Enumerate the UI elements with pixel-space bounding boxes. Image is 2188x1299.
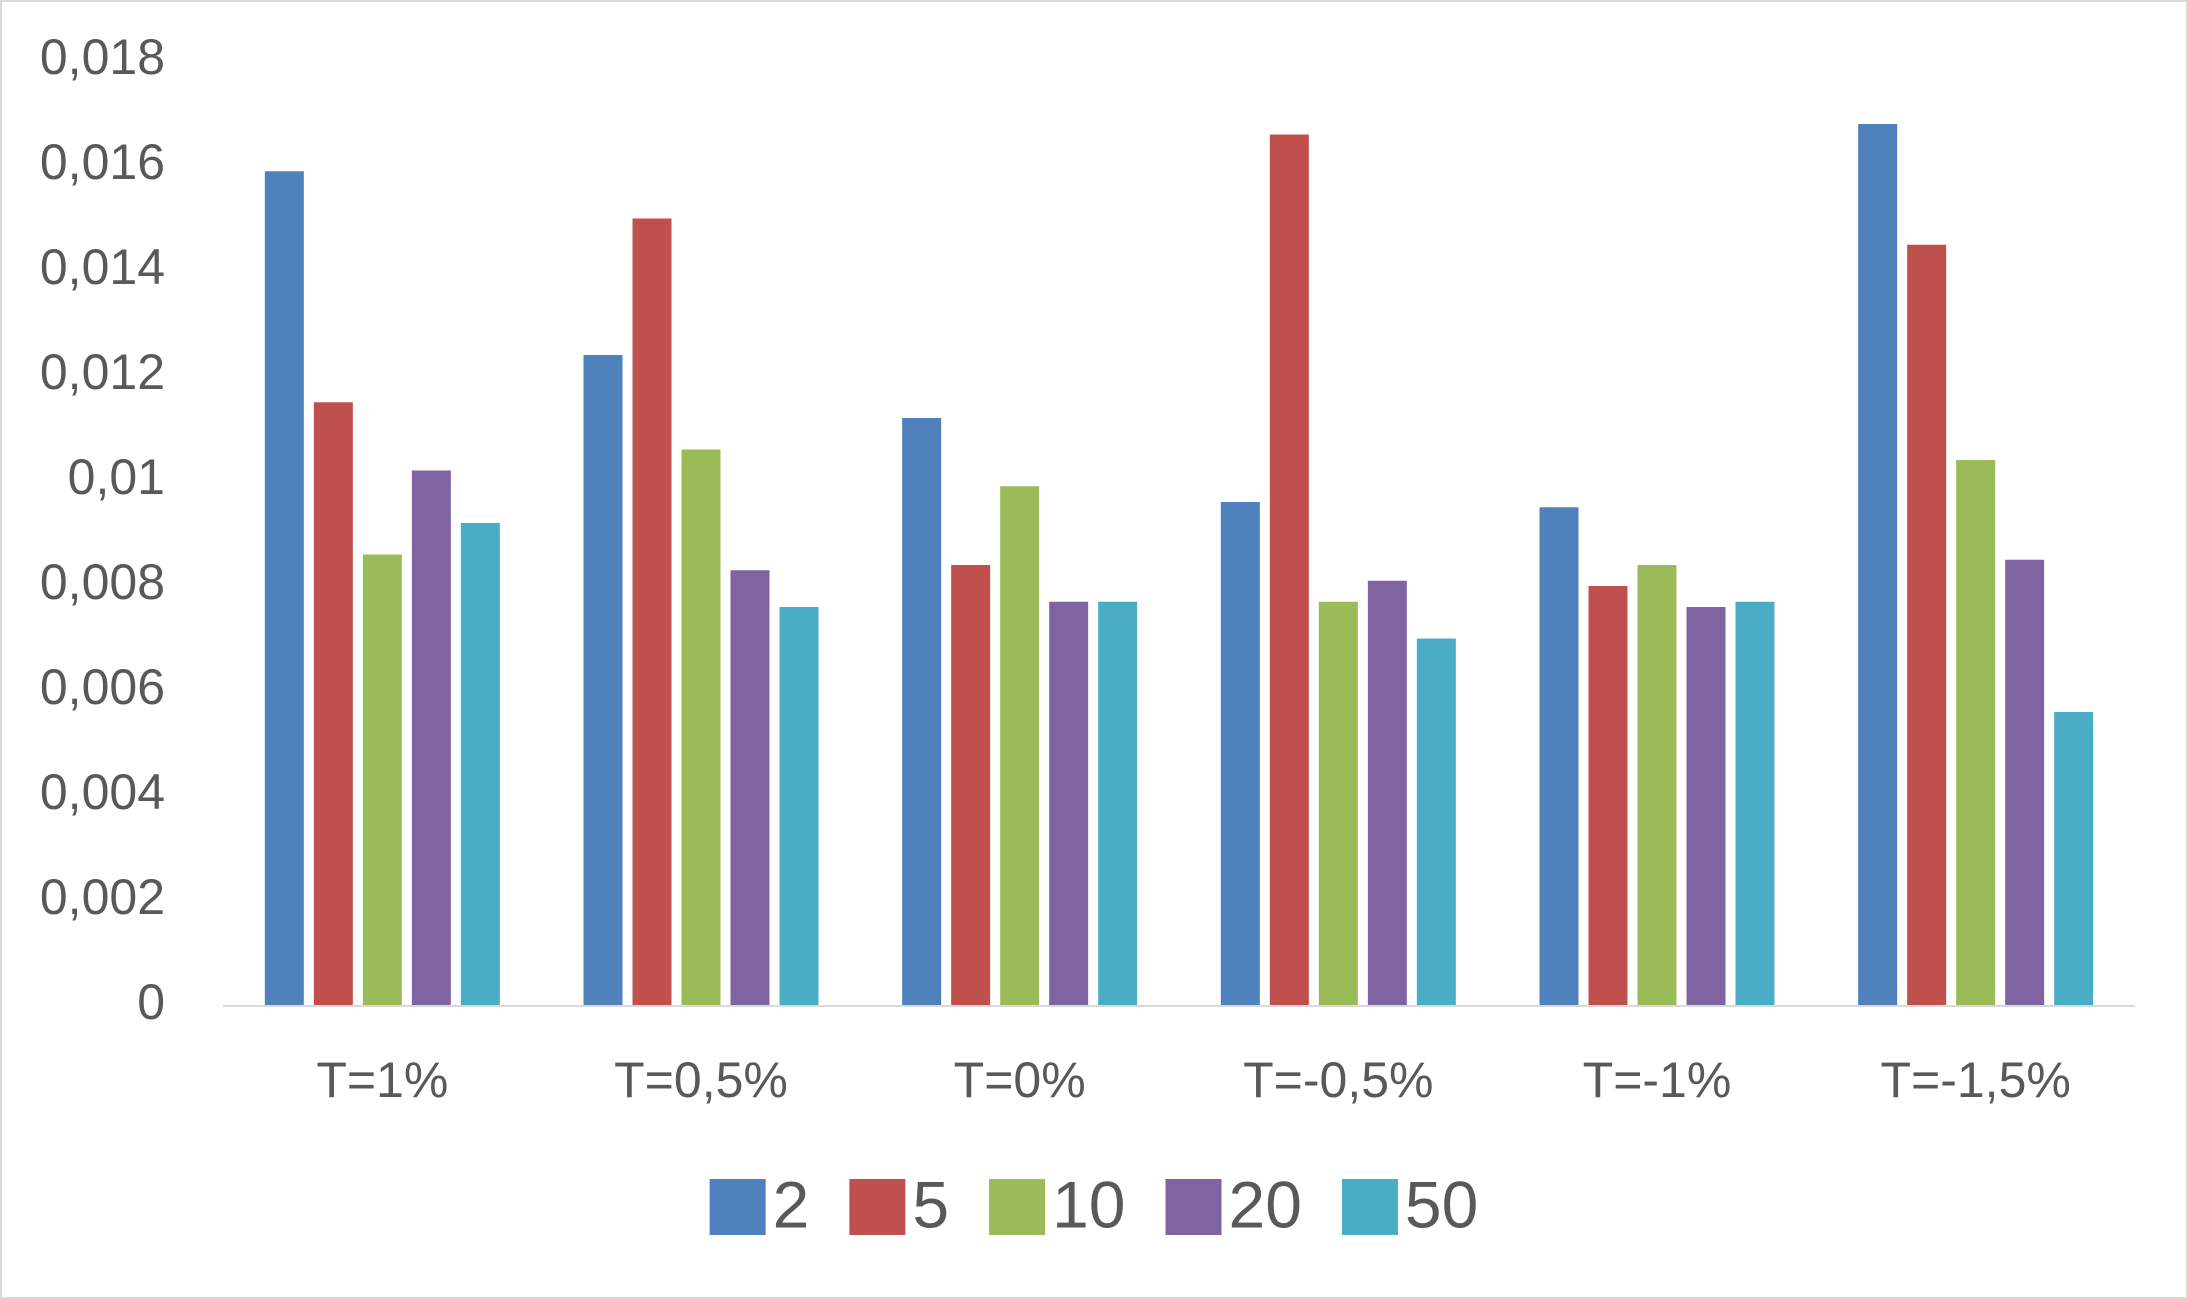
bar (1956, 460, 1996, 1006)
bar (1367, 580, 1407, 1006)
bar (1637, 565, 1677, 1006)
bar (1049, 601, 1089, 1006)
x-tick-label: T=-0,5% (1243, 1052, 1433, 1108)
x-tick-label: T=0% (954, 1052, 1086, 1108)
y-tick-label: 0,014 (40, 239, 165, 295)
bar (1098, 601, 1138, 1006)
y-tick-label: 0,01 (68, 449, 165, 505)
bar (2005, 559, 2045, 1006)
x-tick-label: T=-1,5% (1880, 1052, 2070, 1108)
bar (1686, 607, 1726, 1006)
legend-label: 20 (1229, 1167, 1302, 1241)
y-tick-label: 0,006 (40, 659, 165, 715)
bar (632, 218, 672, 1006)
y-tick-label: 0,016 (40, 134, 165, 190)
y-tick-label: 0,018 (40, 29, 165, 85)
y-tick-label: 0,008 (40, 554, 165, 610)
bar (313, 402, 353, 1006)
y-tick-label: 0,002 (40, 869, 165, 925)
legend-swatch (709, 1179, 766, 1235)
x-tick-label: T=0,5% (614, 1052, 788, 1108)
bar (1858, 124, 1898, 1006)
x-tick-label: T=-1% (1583, 1052, 1732, 1108)
legend-swatch (849, 1179, 906, 1235)
bar (1000, 486, 1040, 1006)
bar (902, 418, 942, 1006)
legend-label: 5 (912, 1167, 949, 1241)
y-tick-label: 0 (137, 974, 165, 1030)
bar (411, 470, 451, 1006)
bar (1220, 502, 1260, 1006)
y-tick-label: 0,004 (40, 764, 165, 820)
bar (460, 523, 500, 1006)
y-tick-label: 0,012 (40, 344, 165, 400)
bar (1735, 601, 1775, 1006)
bar (1269, 134, 1309, 1006)
bar (1539, 507, 1579, 1006)
bar (779, 607, 819, 1006)
legend-swatch (1341, 1179, 1398, 1235)
bar (1318, 601, 1358, 1006)
legend-swatch (1165, 1179, 1222, 1235)
bar (264, 171, 304, 1006)
legend-swatch (989, 1179, 1046, 1235)
bar (1416, 638, 1456, 1006)
bar (730, 570, 770, 1006)
bar (681, 449, 721, 1006)
bar (1588, 586, 1628, 1006)
bar (2054, 712, 2094, 1006)
legend-label: 2 (773, 1167, 810, 1241)
bar (583, 355, 623, 1006)
bar (362, 554, 402, 1006)
x-tick-label: T=1% (316, 1052, 448, 1108)
legend-label: 10 (1052, 1167, 1125, 1241)
bar (1907, 244, 1947, 1006)
bar (951, 565, 991, 1006)
legend-label: 50 (1405, 1167, 1478, 1241)
